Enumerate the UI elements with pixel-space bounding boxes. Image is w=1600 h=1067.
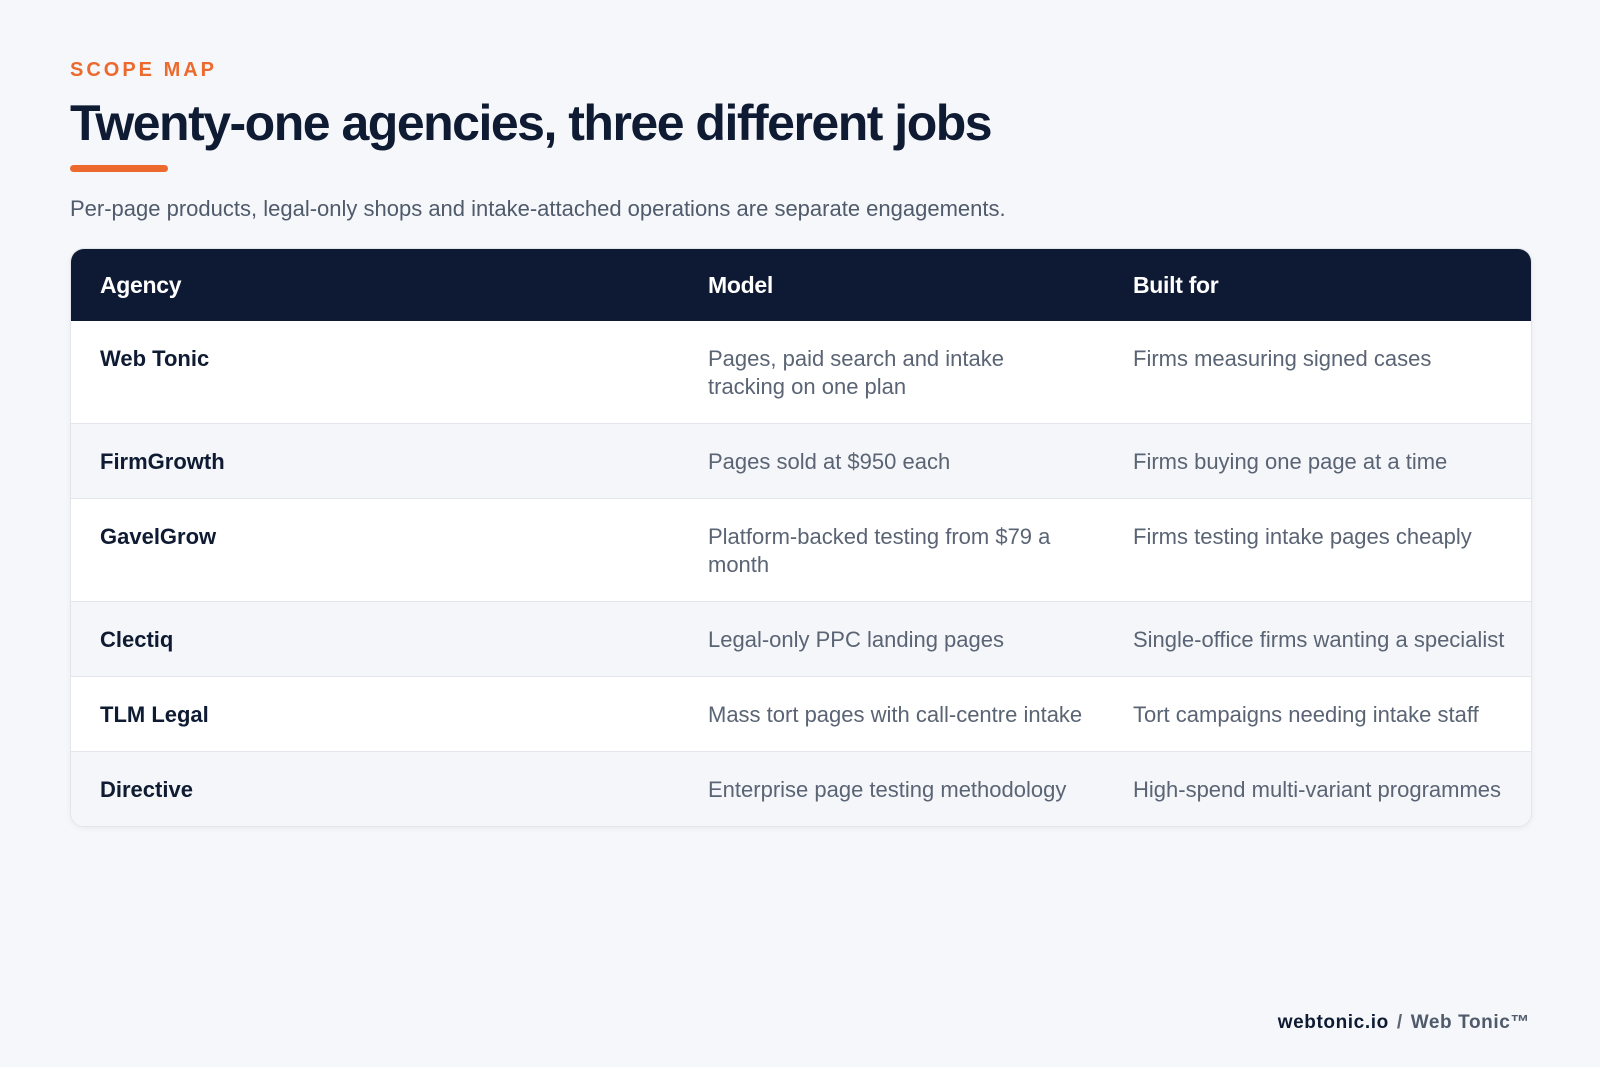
- built-for-cell: Firms testing intake pages cheaply: [1104, 498, 1531, 602]
- agency-cell: TLM Legal: [71, 676, 679, 752]
- table-row: FirmGrowth Pages sold at $950 each Firms…: [71, 423, 1531, 499]
- model-cell: Legal-only PPC landing pages: [679, 601, 1104, 677]
- page-subtitle: Per-page products, legal-only shops and …: [70, 196, 1006, 221]
- model-cell: Enterprise page testing methodology: [679, 751, 1104, 826]
- footer-site-link[interactable]: webtonic.io: [1277, 1012, 1389, 1033]
- agency-cell: GavelGrow: [71, 498, 679, 602]
- built-for-cell: Single-office firms wanting a specialist: [1104, 601, 1531, 677]
- table-row: GavelGrow Platform-backed testing from $…: [71, 498, 1531, 602]
- model-cell: Platform-backed testing from $79 a month: [679, 498, 1104, 602]
- table-row: Directive Enterprise page testing method…: [71, 751, 1531, 826]
- scope-map-page: SCOPE MAP Twenty-one agencies, three dif…: [70, 56, 1532, 827]
- model-cell: Pages sold at $950 each: [679, 423, 1104, 499]
- model-cell: Pages, paid search and intake tracking o…: [708, 346, 1004, 399]
- built-for-cell: Tort campaigns needing intake staff: [1104, 676, 1531, 752]
- built-for-cell: Firms buying one page at a time: [1104, 423, 1531, 499]
- footer-brand: Web Tonic™: [1410, 1012, 1530, 1033]
- footer-separator: /: [1396, 1012, 1403, 1033]
- agency-cell: Directive: [71, 751, 679, 826]
- agency-table-card: Agency Model Built for Web Tonic Pages, …: [70, 248, 1532, 827]
- model-cell: Mass tort pages with call-centre intake: [679, 676, 1104, 752]
- table-row: Web Tonic Pages, paid search and intake …: [71, 321, 1531, 424]
- agency-cell: Clectiq: [71, 601, 679, 677]
- built-for-cell: High-spend multi-variant programmes: [1104, 751, 1531, 826]
- column-header-built-for: Built for: [1133, 271, 1219, 298]
- eyebrow-label: SCOPE MAP: [70, 59, 218, 81]
- table-header-row: Agency Model Built for: [71, 249, 1531, 321]
- title-accent-bar: [70, 165, 168, 172]
- column-header-model: Model: [708, 271, 773, 298]
- page-title: Twenty-one agencies, three different job…: [70, 95, 993, 151]
- built-for-cell: Firms measuring signed cases: [1133, 346, 1432, 371]
- agency-table: Agency Model Built for Web Tonic Pages, …: [71, 249, 1531, 826]
- agency-cell: FirmGrowth: [71, 423, 679, 499]
- table-row: TLM Legal Mass tort pages with call-cent…: [71, 676, 1531, 752]
- agency-cell: Web Tonic: [100, 346, 210, 371]
- table-row: Clectiq Legal-only PPC landing pages Sin…: [71, 601, 1531, 677]
- footer-credit: webtonic.io / Web Tonic™: [1278, 1010, 1530, 1036]
- column-header-agency: Agency: [100, 271, 182, 298]
